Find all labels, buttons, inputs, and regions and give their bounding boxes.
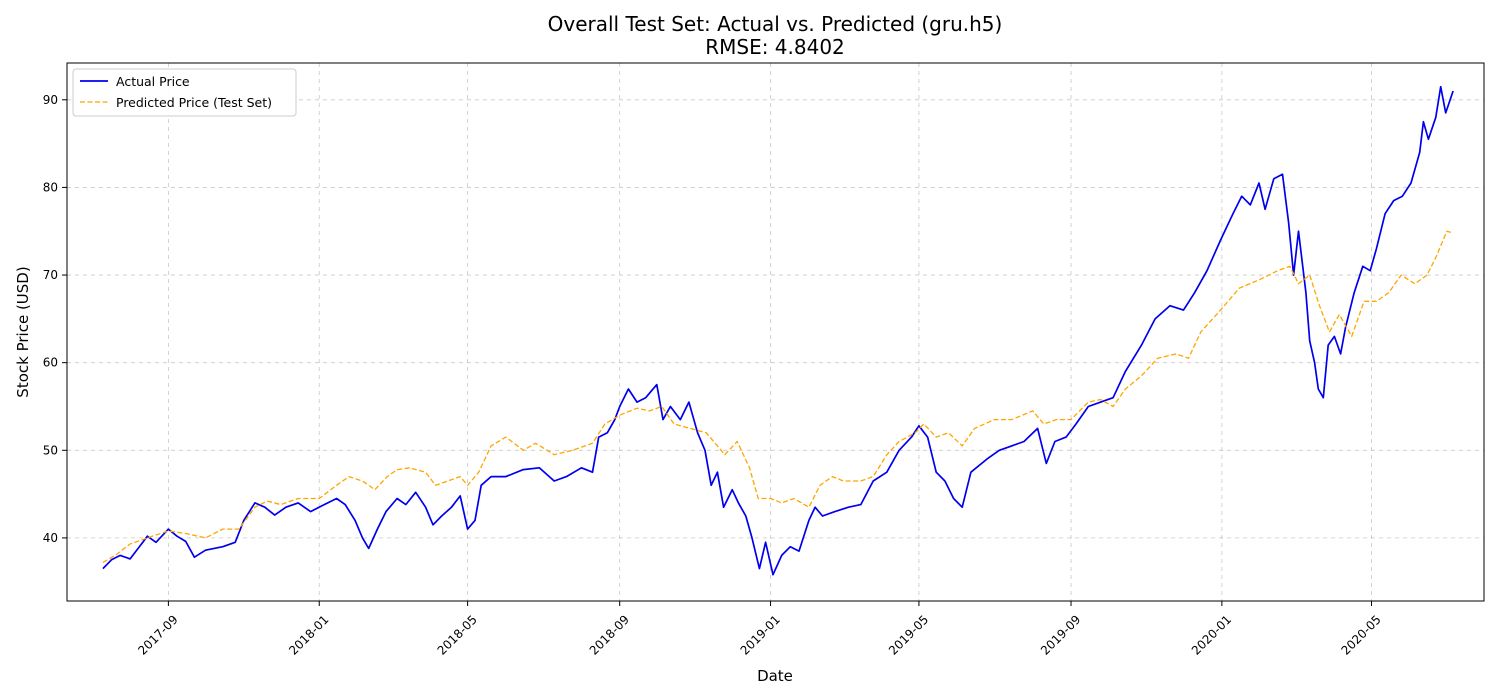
x-tick-label: 2019-01: [738, 612, 783, 657]
y-tick-label: 50: [43, 443, 58, 457]
x-tick-label: 2017-09: [135, 612, 180, 657]
y-axis-label: Stock Price (USD): [14, 266, 32, 397]
x-tick-label: 2018-09: [587, 612, 632, 657]
legend-box: [72, 68, 297, 117]
legend-label-predicted: Predicted Price (Test Set): [116, 95, 272, 110]
predicted-price-line: [102, 230, 1454, 563]
series-layer: [102, 85, 1454, 576]
x-tick-label: 2018-05: [435, 612, 480, 657]
x-tick-label: 2018-01: [286, 612, 331, 657]
plot-frame: [66, 62, 1485, 602]
actual-price-line: [102, 85, 1454, 576]
chart-title: Overall Test Set: Actual vs. Predicted (…: [548, 12, 1003, 36]
y-tick-label: 40: [43, 531, 58, 545]
grid: [67, 63, 1484, 601]
y-tick-label: 90: [43, 93, 58, 107]
x-tick-label: 2020-05: [1338, 612, 1383, 657]
chart-subtitle: RMSE: 4.8402: [705, 35, 845, 59]
y-tick-label: 80: [43, 180, 58, 194]
x-tick-label: 2019-05: [886, 612, 931, 657]
x-axis-label: Date: [757, 667, 793, 685]
ticks: 2017-09 2018-01 2018-05 2018-09 2019-01 2019-…: [43, 93, 1384, 658]
x-tick-label: 2019-09: [1038, 612, 1083, 657]
x-tick-label: 2020-01: [1189, 612, 1234, 657]
legend-label-actual: Actual Price: [116, 74, 190, 89]
y-tick-label: 70: [43, 268, 58, 282]
legend: Actual Price Predicted Price (Test Set): [72, 68, 297, 117]
y-tick-label: 60: [43, 356, 58, 370]
